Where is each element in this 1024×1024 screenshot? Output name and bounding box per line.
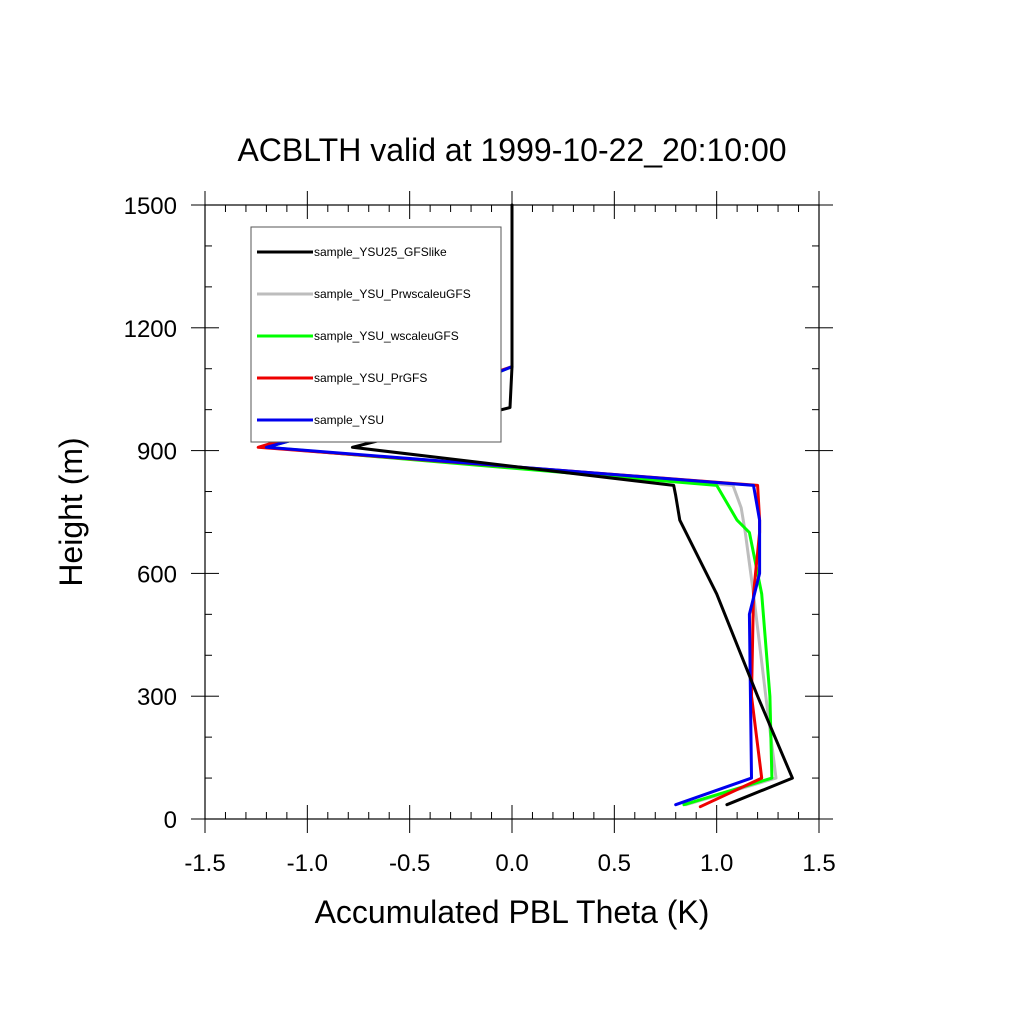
y-tick-label: 1200: [124, 316, 177, 343]
chart-title: ACBLTH valid at 1999-10-22_20:10:00: [237, 132, 786, 168]
x-tick-label: -1.5: [184, 850, 225, 877]
x-tick-labels: -1.5 -1.0 -0.5 0.0 0.5 1.0 1.5: [184, 850, 835, 877]
legend-label: sample_YSU25_GFSlike: [314, 245, 447, 259]
series-lines: [256, 203, 794, 809]
y-axis-label: Height (m): [53, 437, 89, 586]
x-tick-label: -0.5: [389, 850, 430, 877]
series-line-sample_YSU25_GFSlike: [350, 203, 794, 807]
legend-label: sample_YSU: [314, 413, 384, 427]
y-tick-label: 300: [137, 684, 177, 711]
x-tick-label: 1.5: [802, 850, 835, 877]
y-tick-labels: 0 300 600 900 1200 1500: [124, 193, 177, 834]
x-tick-label: 1.0: [700, 850, 733, 877]
legend-label: sample_YSU_PrwscaleuGFS: [314, 287, 471, 301]
x-tick-label: -1.0: [287, 850, 328, 877]
y-tick-label: 1500: [124, 193, 177, 220]
x-tick-label: 0.5: [598, 850, 631, 877]
legend-label: sample_YSU_PrGFS: [314, 371, 427, 385]
plot-frame: [204, 204, 820, 820]
y-tick-label: 600: [137, 561, 177, 588]
legend-label: sample_YSU_wscaleuGFS: [314, 329, 459, 343]
x-tick-label: 0.0: [495, 850, 528, 877]
legend: sample_YSU25_GFSlike sample_YSU_Prwscaleu…: [250, 226, 502, 443]
y-tick-label: 0: [164, 807, 177, 834]
y-tick-label: 900: [137, 439, 177, 466]
x-axis-label: Accumulated PBL Theta (K): [315, 894, 710, 930]
